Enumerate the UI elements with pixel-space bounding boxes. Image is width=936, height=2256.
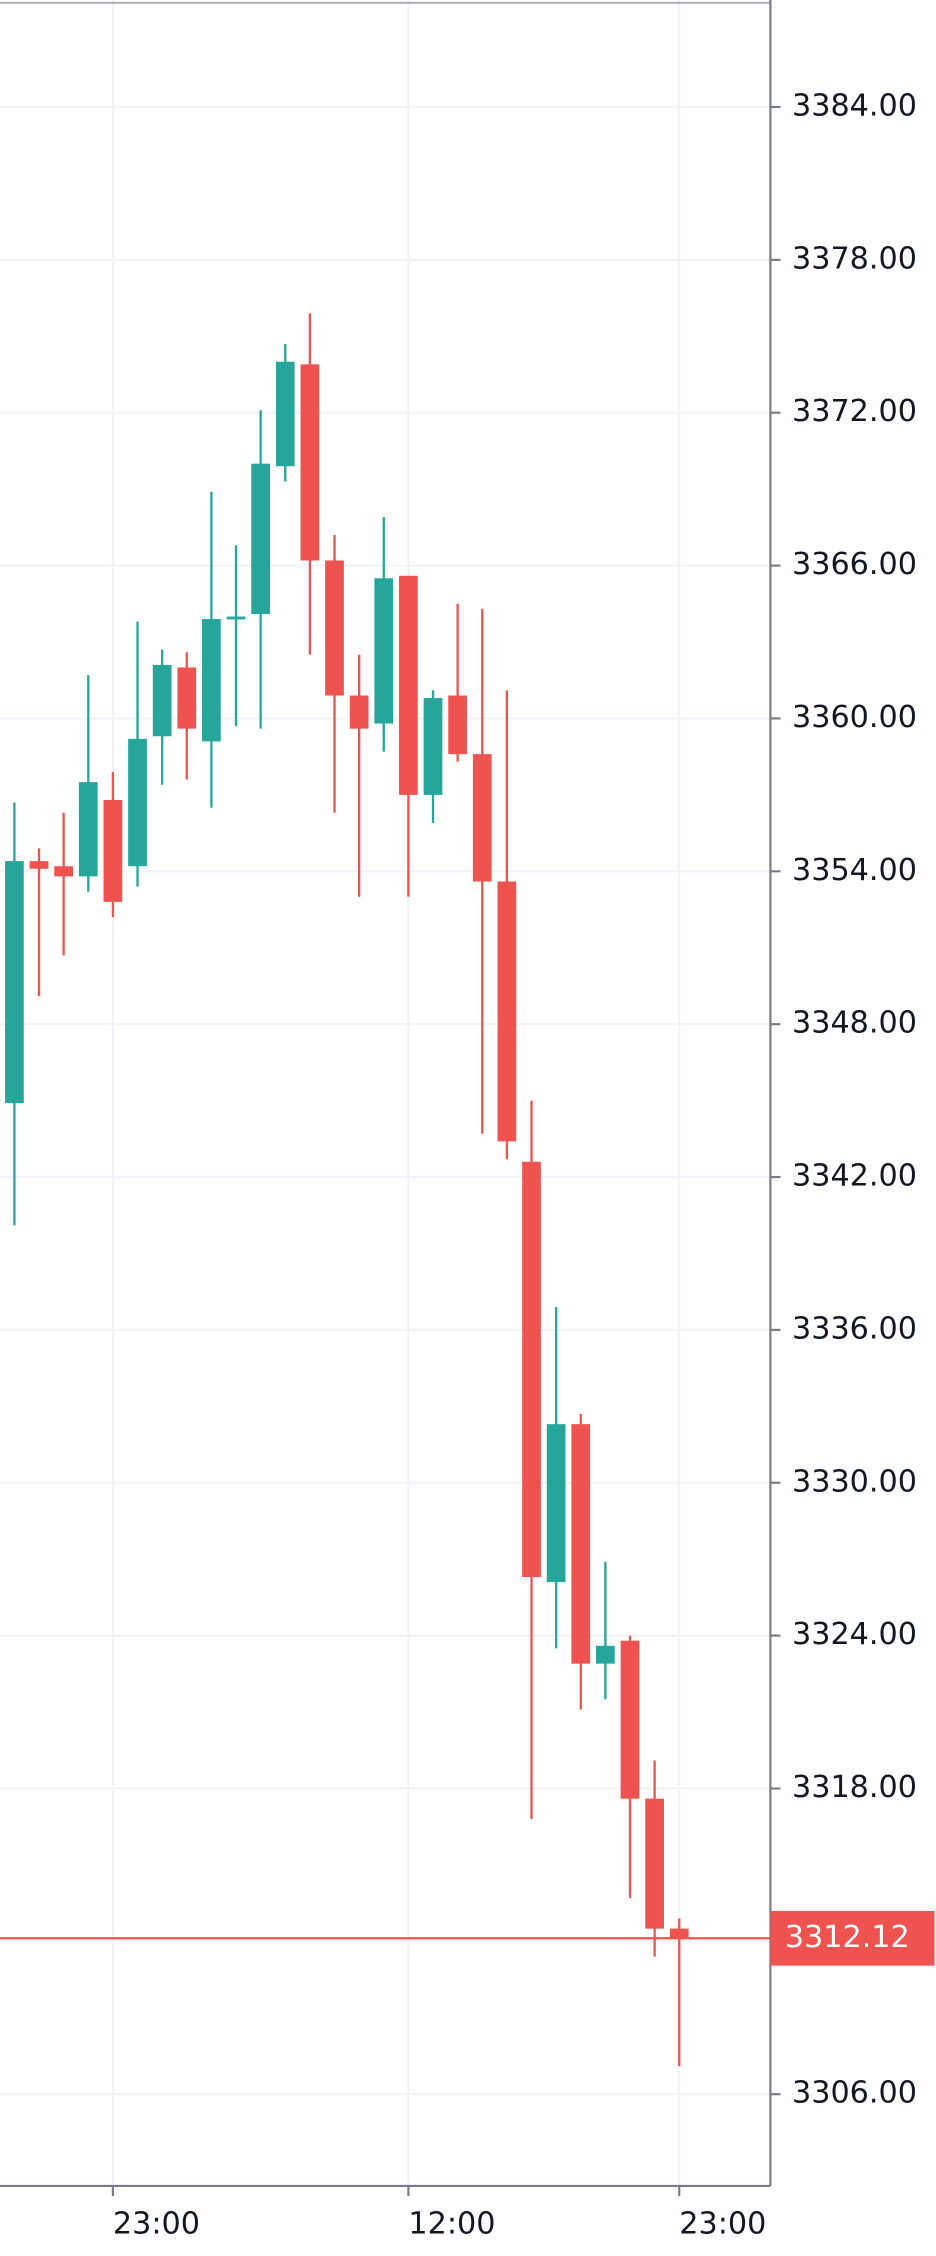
candle-body bbox=[325, 560, 344, 696]
y-tick-label: 3372.00 bbox=[792, 394, 917, 429]
x-tick-label: 12:00 bbox=[408, 2206, 495, 2241]
candle-body bbox=[202, 619, 221, 742]
candle-body bbox=[29, 861, 49, 869]
candle-body bbox=[423, 698, 443, 795]
y-tick-label: 3354.00 bbox=[792, 853, 917, 888]
candle-body bbox=[349, 695, 369, 729]
candle-body bbox=[152, 664, 172, 737]
y-tick-label: 3366.00 bbox=[792, 547, 917, 582]
candle-body bbox=[300, 364, 320, 561]
candle-body bbox=[275, 361, 295, 467]
plot bbox=[0, 313, 771, 2067]
candle-body bbox=[448, 695, 467, 755]
current-price-box bbox=[770, 1910, 935, 1966]
candle-body bbox=[645, 1798, 664, 1929]
candle-body bbox=[251, 463, 271, 614]
candle-body bbox=[128, 738, 147, 867]
candle-body bbox=[669, 1928, 689, 1939]
y-tick-label: 3306.00 bbox=[792, 2076, 917, 2111]
y-tick-label: 3324.00 bbox=[792, 1617, 917, 1652]
axes: 3306.003312.003318.003324.003330.003336.… bbox=[111, 89, 935, 2241]
candle-body bbox=[103, 799, 123, 902]
y-tick-label: 3318.00 bbox=[792, 1770, 917, 1805]
candle-body bbox=[546, 1424, 566, 1583]
candle-body bbox=[399, 575, 418, 795]
current-price-label: 3312.12 bbox=[785, 1920, 910, 1955]
y-tick-label: 3342.00 bbox=[792, 1159, 917, 1194]
y-tick-label: 3336.00 bbox=[792, 1311, 917, 1346]
y-tick-label: 3330.00 bbox=[792, 1464, 917, 1499]
candle-body bbox=[5, 861, 24, 1104]
candle-body bbox=[522, 1161, 541, 1578]
candle-body bbox=[54, 866, 74, 877]
x-tick-label: 23:00 bbox=[679, 2206, 766, 2241]
y-tick-label: 3360.00 bbox=[792, 700, 917, 735]
candle-body bbox=[497, 881, 517, 1142]
candle-body bbox=[596, 1645, 615, 1664]
candle-body bbox=[78, 782, 98, 877]
candle-body bbox=[620, 1640, 640, 1799]
candle-body bbox=[177, 667, 197, 729]
candle-body bbox=[374, 578, 394, 724]
y-tick-label: 3348.00 bbox=[792, 1006, 917, 1041]
y-tick-label: 3378.00 bbox=[792, 241, 917, 276]
candle-body bbox=[226, 616, 246, 620]
candle-body bbox=[472, 754, 492, 882]
y-tick-label: 3384.00 bbox=[792, 89, 917, 124]
x-tick-label: 23:00 bbox=[113, 2206, 200, 2241]
candle-body bbox=[571, 1424, 591, 1664]
